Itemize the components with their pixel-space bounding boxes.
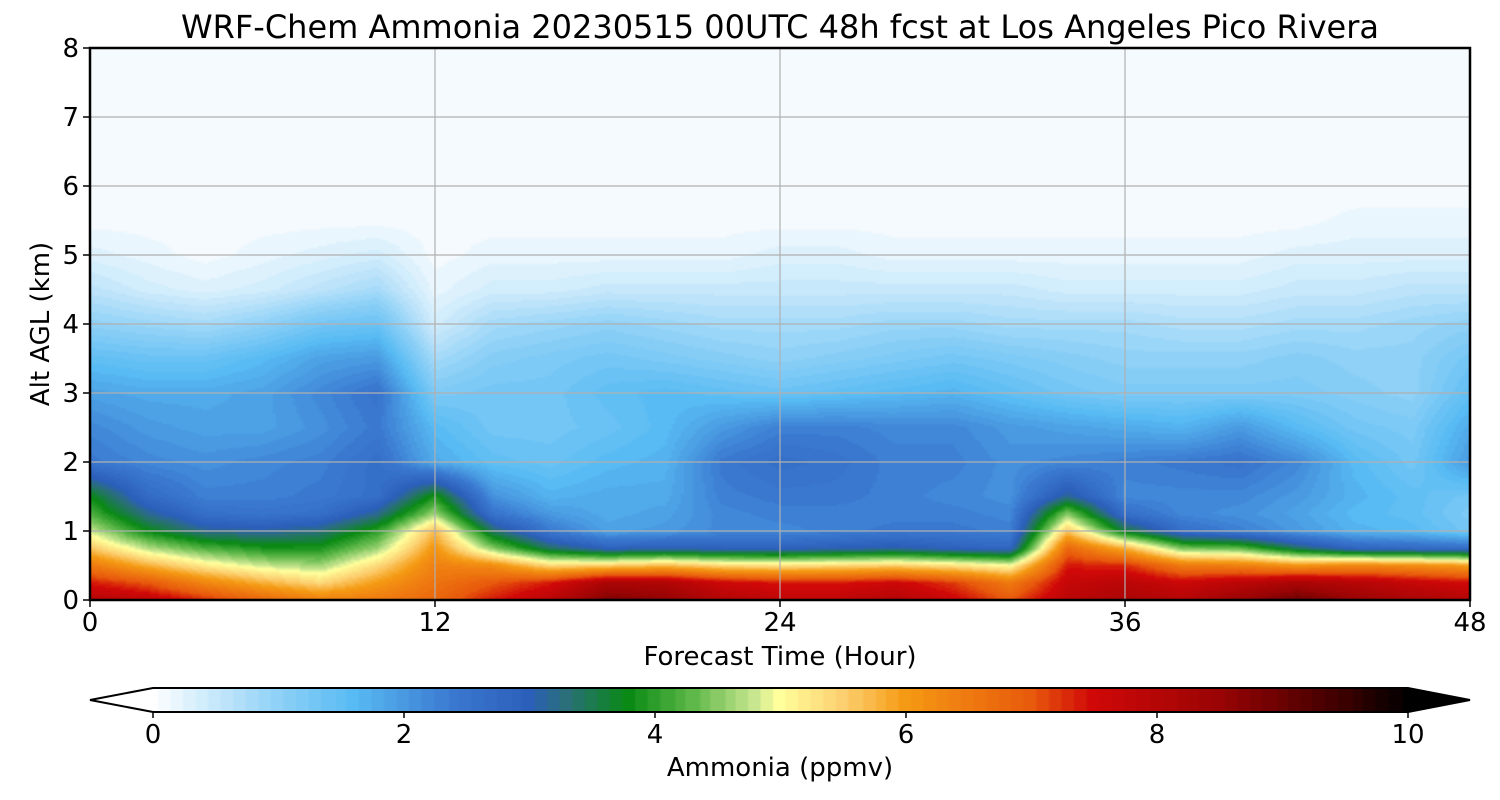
colorbar-over-triangle [1408, 688, 1470, 712]
colorbar-label: Ammonia (ppmv) [667, 753, 893, 783]
x-tick-label: 48 [1453, 608, 1486, 638]
colorbar-tick-label: 4 [647, 720, 664, 750]
colorbar-ticks: 0 2 4 6 8 10 [145, 712, 1425, 750]
x-axis-label: Forecast Time (Hour) [643, 642, 916, 672]
grid-lines [90, 48, 1470, 600]
colorbar: 0 2 4 6 8 10 Ammonia (ppmv) [89, 687, 1471, 783]
y-tick-label: 8 [62, 34, 79, 64]
x-tick-label: 36 [1108, 608, 1141, 638]
y-axis-ticks: 0 1 2 3 4 5 6 7 8 [62, 34, 90, 616]
y-tick-label: 0 [62, 586, 79, 616]
colorbar-tick-label: 0 [145, 720, 162, 750]
colorbar-tick-label: 6 [898, 720, 915, 750]
y-tick-label: 3 [62, 379, 79, 409]
colorbar-tick-label: 2 [396, 720, 413, 750]
colorbar-gradient [153, 688, 1408, 712]
colorbar-tick-label: 10 [1391, 720, 1424, 750]
y-tick-label: 1 [62, 517, 79, 547]
colorbar-under-triangle [90, 688, 153, 712]
x-axis-ticks: 0 12 24 36 48 [82, 600, 1487, 638]
x-tick-label: 0 [82, 608, 99, 638]
y-axis-label: Alt AGL (km) [26, 242, 56, 406]
y-tick-label: 5 [62, 241, 79, 271]
colorbar-tick-label: 8 [1149, 720, 1166, 750]
x-tick-label: 24 [763, 608, 796, 638]
y-tick-label: 7 [62, 103, 79, 133]
y-tick-label: 2 [62, 448, 79, 478]
x-tick-label: 12 [418, 608, 451, 638]
y-tick-label: 4 [62, 310, 79, 340]
y-tick-label: 6 [62, 172, 79, 202]
chart-title: WRF-Chem Ammonia 20230515 00UTC 48h fcst… [181, 8, 1379, 46]
